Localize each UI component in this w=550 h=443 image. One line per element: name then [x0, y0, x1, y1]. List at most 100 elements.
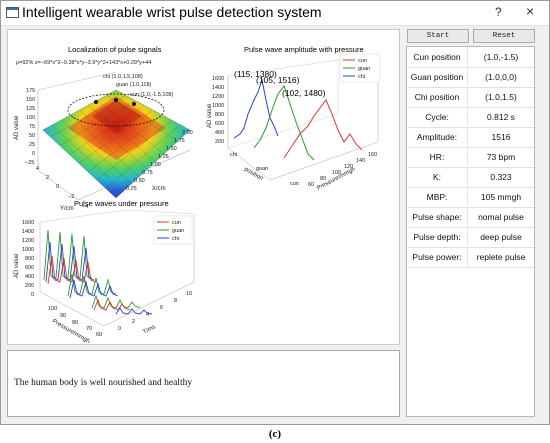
- reset-button[interactable]: Reset: [473, 29, 535, 43]
- amp-annotation-chi: (115, 1380): [234, 69, 277, 79]
- waves-pressure-label: Pressure/mmgh: [51, 319, 91, 344]
- waves-pressure-tick: 90: [60, 313, 66, 319]
- surface-ztick: −25: [25, 160, 34, 166]
- cun-amplitude-curve: [283, 99, 363, 159]
- surface-ztick: 0: [32, 151, 35, 157]
- amp-pressure-tick: 140: [356, 158, 365, 164]
- info-row-amplitude: Amplitude: 1516: [407, 127, 534, 148]
- waves-ztick: 1400: [22, 229, 34, 235]
- waves-zlabel: AD value: [14, 253, 20, 278]
- chi-wave: [45, 241, 95, 283]
- surface-ztick: 25: [29, 142, 35, 148]
- surface-ztick: 50: [29, 133, 35, 139]
- waves-time-tick: 0: [118, 326, 121, 332]
- waves-time-tick: 8: [174, 298, 177, 304]
- waves-ztick: 200: [25, 283, 34, 289]
- surface-ztick: 175: [26, 88, 35, 94]
- waves-ztick: 1200: [22, 238, 34, 244]
- amp-ztick: 1400: [212, 85, 224, 91]
- title-bar: Intelligent wearable wrist pulse detecti…: [1, 1, 549, 26]
- waves-time-tick: 4: [146, 312, 149, 318]
- amp-position-tick: cun: [290, 181, 299, 187]
- waves-plot: Pulse waves under pressure 1600 1400 120…: [14, 199, 195, 344]
- surface-plot: Localization of pulse signals ρ=92% z=−6…: [14, 45, 193, 212]
- surface-ztick: 125: [26, 106, 35, 112]
- surface-xtick: 1.50: [166, 146, 177, 152]
- surface-ztick: 75: [29, 124, 35, 130]
- surface-ztick: 100: [26, 115, 35, 121]
- amp-position-tick: chi: [230, 152, 237, 158]
- amp-pressure-tick: 80: [320, 176, 326, 182]
- cun-point: [132, 102, 136, 106]
- surface-xtick: 1.75: [174, 138, 185, 144]
- info-value: nomal pulse: [478, 212, 524, 222]
- start-button[interactable]: Start: [407, 29, 469, 43]
- amp-ztick: 400: [215, 130, 224, 136]
- waves-pressure-tick: 100: [48, 306, 57, 312]
- chi-point: [94, 100, 98, 104]
- surface-xtick: 0.75: [142, 170, 153, 176]
- waves-ztick: 1000: [22, 247, 34, 253]
- info-label: Pulse power:: [412, 252, 462, 262]
- diagnosis-output[interactable]: The human body is well nourished and hea…: [7, 350, 400, 417]
- amp-position-tick: guan: [256, 166, 268, 172]
- info-row-pulse-depth: Pulse depth: deep pulse: [407, 227, 534, 248]
- waves-time-label: T/ms: [142, 324, 157, 336]
- info-value: (1.0,1.5): [485, 92, 517, 102]
- info-value: deep pulse: [480, 232, 522, 242]
- legend-cun: cun: [358, 58, 367, 64]
- surface-ytick: 2: [46, 175, 49, 181]
- waves-ztick: 400: [25, 274, 34, 280]
- surface-xlabel: X/cm: [152, 186, 166, 192]
- amp-ztick: 800: [215, 112, 224, 118]
- info-row-hr: HR: 73 bpm: [407, 147, 534, 168]
- amp-legend: cun guan chi: [339, 53, 381, 83]
- surface-plot-title: Localization of pulse signals: [68, 45, 162, 54]
- amp-pressure-tick: 120: [344, 164, 353, 170]
- waves-ztick: 800: [25, 256, 34, 262]
- amplitude-plot-title: Pulse wave amplitude with pressure: [244, 45, 364, 54]
- surface-ylabel: Y/cm: [60, 206, 74, 212]
- figure-caption: (c): [268, 428, 282, 440]
- waves-legend-cun: cun: [172, 220, 181, 226]
- amp-annotation-guan: (105, 1516): [256, 75, 300, 85]
- info-label: Pulse shape:: [412, 212, 462, 222]
- cun-label: cun (1.0,-1.5,108): [130, 92, 174, 98]
- waves-pressure-tick: 60: [96, 332, 102, 338]
- info-label: Cycle:: [425, 112, 449, 122]
- plot-canvas: Localization of pulse signals ρ=92% z=−6…: [7, 29, 400, 345]
- surface-ztick: 150: [26, 97, 35, 103]
- info-row-guan-position: Guan position (1.0,0,0): [407, 67, 534, 88]
- surface-xtick: 0.50: [134, 178, 145, 184]
- surface-xtick: 2.00: [182, 130, 193, 136]
- guan-label: guan (1.0,118): [116, 82, 152, 88]
- surface-xtick: 0.25: [126, 186, 137, 192]
- guan-point: [114, 98, 118, 102]
- amp-ztick: 1000: [212, 103, 224, 109]
- info-label: K:: [432, 172, 442, 182]
- waves-ztick: 0: [31, 292, 34, 298]
- guan-wave: [43, 229, 93, 281]
- info-value: replete pulse: [476, 252, 526, 262]
- surface-ytick: 4: [36, 166, 39, 172]
- guan-amplitude-curve: [253, 84, 315, 161]
- surface-equation: ρ=92% z=−69*x^2−0.38*x*y−3.9*y^2+143*x+0…: [16, 60, 151, 66]
- info-value: (1.0,-1.5): [483, 52, 519, 62]
- info-label: Cun position: [413, 52, 461, 62]
- waves-time-tick: 6: [160, 305, 163, 311]
- amp-zlabel: AD value: [207, 103, 213, 128]
- close-button[interactable]: ×: [526, 3, 535, 19]
- help-button[interactable]: ?: [495, 5, 502, 19]
- chi-amplitude-curve: [233, 78, 279, 139]
- plots-svg: Localization of pulse signals ρ=92% z=−6…: [14, 45, 381, 344]
- waves-time-tick: 10: [186, 291, 192, 297]
- info-value: 0.812 s: [487, 112, 515, 122]
- info-value: 73 bpm: [486, 152, 516, 162]
- surface-mesh: [42, 89, 191, 199]
- cun-wave: [47, 255, 97, 285]
- info-row-chi-position: Chi position (1.0,1.5): [407, 87, 534, 108]
- waves-pressure-tick: 70: [86, 326, 92, 332]
- info-row-cycle: Cycle: 0.812 s: [407, 107, 534, 128]
- info-label: Guan position: [410, 72, 464, 82]
- info-label: HR:: [429, 152, 445, 162]
